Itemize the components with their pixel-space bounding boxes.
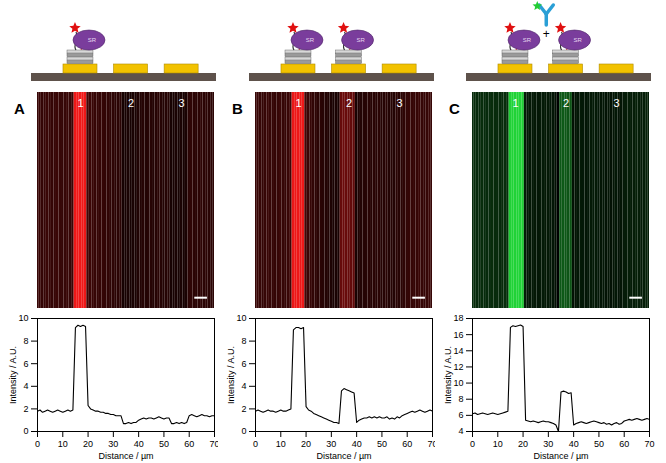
svg-text:40: 40 [352, 439, 362, 449]
svg-text:3: 3 [397, 97, 403, 109]
svg-text:6: 6 [458, 410, 463, 420]
svg-text:SR: SR [523, 37, 532, 43]
svg-text:2: 2 [563, 97, 569, 109]
svg-text:0: 0 [23, 426, 28, 436]
svg-text:Intensity / A.U.: Intensity / A.U. [443, 346, 453, 404]
svg-text:10: 10 [236, 313, 246, 323]
svg-text:Distance / µm: Distance / µm [98, 451, 153, 461]
svg-text:20: 20 [518, 439, 528, 449]
svg-text:70: 70 [427, 438, 438, 449]
svg-text:30: 30 [543, 439, 553, 449]
svg-text:10: 10 [18, 313, 28, 323]
svg-text:18: 18 [453, 313, 463, 323]
svg-text:SR: SR [573, 37, 582, 43]
svg-text:8: 8 [241, 336, 246, 346]
svg-text:60: 60 [402, 439, 412, 449]
svg-text:1: 1 [77, 97, 83, 109]
svg-text:2: 2 [346, 97, 352, 109]
svg-text:0: 0 [35, 439, 40, 449]
svg-text:4: 4 [458, 426, 463, 436]
svg-text:1: 1 [512, 97, 518, 109]
svg-text:60: 60 [619, 439, 629, 449]
svg-text:SR: SR [356, 37, 365, 43]
html-text:B: B [232, 100, 243, 117]
svg-text:Distance / µm: Distance / µm [533, 451, 588, 461]
svg-text:4: 4 [241, 381, 246, 391]
svg-text:Intensity / A.U.: Intensity / A.U. [226, 346, 236, 404]
svg-text:8: 8 [458, 394, 463, 404]
svg-text:4: 4 [23, 381, 28, 391]
svg-text:50: 50 [159, 439, 169, 449]
svg-text:1: 1 [295, 97, 301, 109]
svg-text:20: 20 [301, 439, 311, 449]
svg-text:3: 3 [179, 97, 185, 109]
svg-text:Distance / µm: Distance / µm [316, 451, 371, 461]
svg-text:50: 50 [377, 439, 387, 449]
svg-text:Intensity / A.U.: Intensity / A.U. [8, 346, 18, 404]
svg-text:6: 6 [241, 359, 246, 369]
svg-text:2: 2 [241, 404, 246, 414]
svg-text:12: 12 [453, 362, 463, 372]
svg-text:30: 30 [108, 439, 118, 449]
svg-text:SR: SR [88, 37, 97, 43]
svg-text:0: 0 [253, 439, 258, 449]
svg-text:0: 0 [470, 439, 475, 449]
svg-text:60: 60 [184, 439, 194, 449]
html-text:C: C [449, 100, 460, 117]
svg-text:8: 8 [23, 336, 28, 346]
svg-text:50: 50 [594, 439, 604, 449]
svg-text:2: 2 [128, 97, 134, 109]
svg-text:+: + [543, 27, 550, 41]
svg-text:10: 10 [453, 378, 463, 388]
svg-text:20: 20 [83, 439, 93, 449]
html-text:A: A [14, 100, 25, 117]
svg-text:SR: SR [306, 37, 315, 43]
svg-text:16: 16 [453, 330, 463, 340]
svg-text:10: 10 [276, 439, 286, 449]
svg-text:10: 10 [493, 439, 503, 449]
svg-text:70: 70 [209, 438, 220, 449]
svg-text:14: 14 [453, 346, 463, 356]
svg-text:6: 6 [23, 359, 28, 369]
svg-text:40: 40 [134, 439, 144, 449]
svg-text:0: 0 [241, 426, 246, 436]
svg-text:70: 70 [644, 439, 654, 449]
svg-text:30: 30 [326, 439, 336, 449]
svg-text:2: 2 [23, 404, 28, 414]
svg-text:3: 3 [614, 97, 620, 109]
svg-text:10: 10 [58, 439, 68, 449]
svg-text:40: 40 [569, 439, 579, 449]
